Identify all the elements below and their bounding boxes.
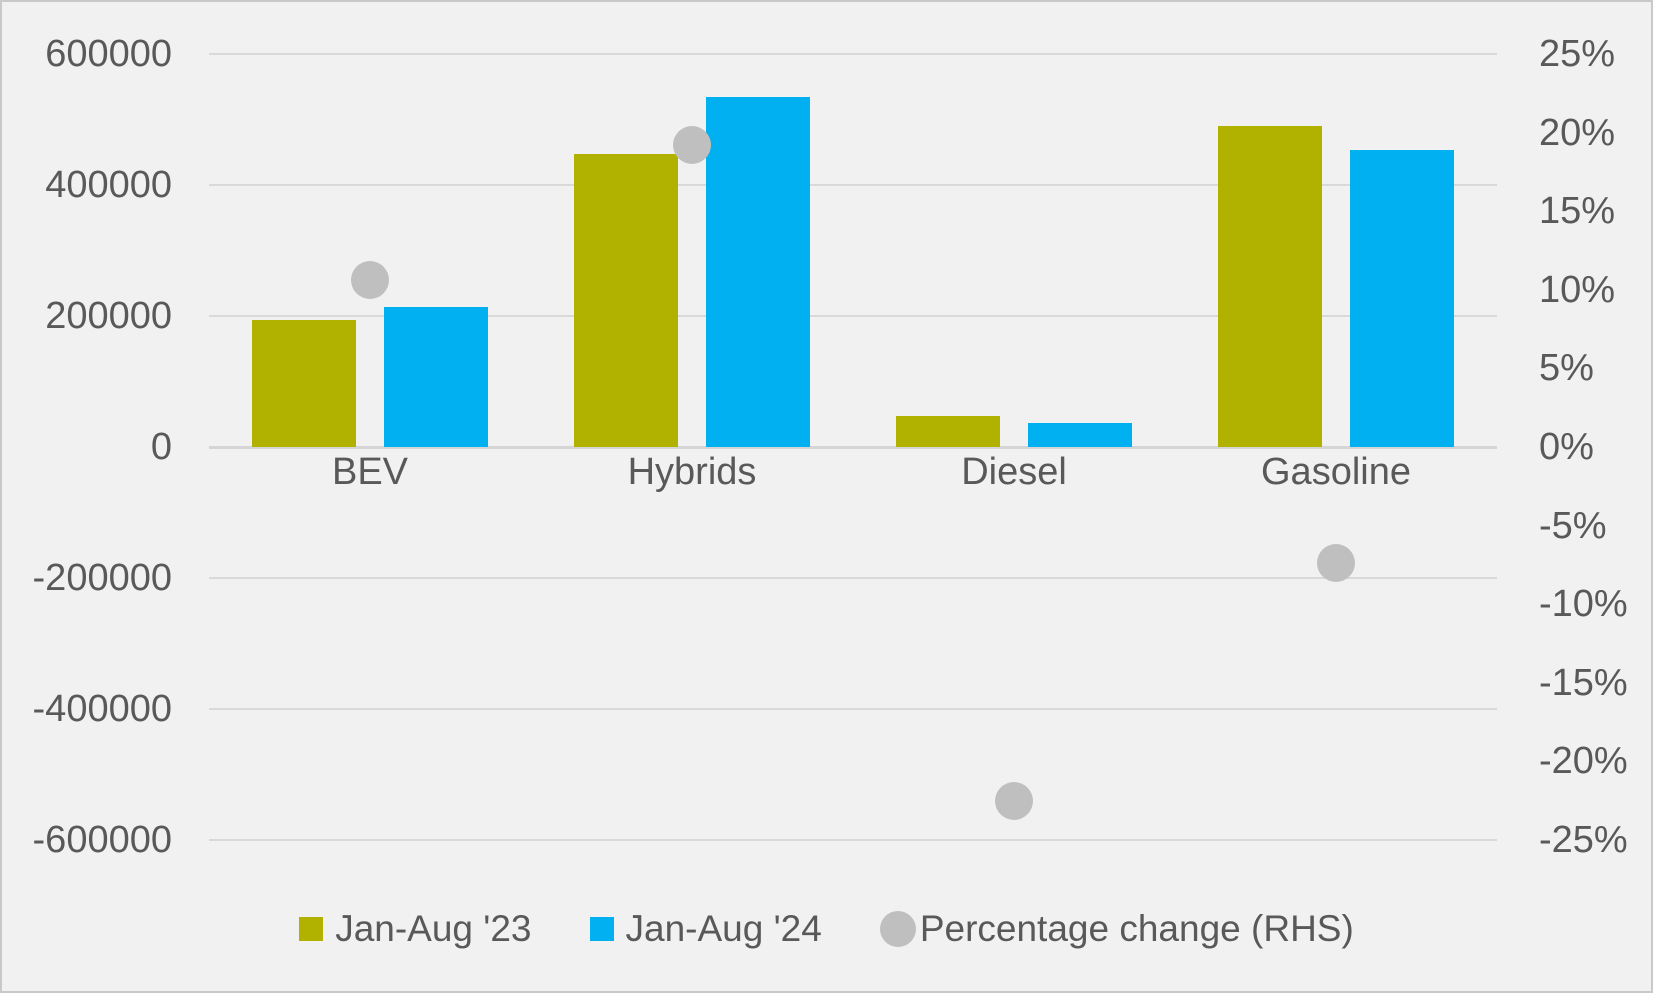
y-axis-right-tick-label: 20% [1539, 111, 1616, 154]
y-axis-left-tick-label: 600000 [45, 33, 172, 75]
legend-label: Jan-Aug '23 [335, 908, 532, 949]
scatter-point-hybrids [673, 126, 711, 165]
y-axis-left-tick-label: -200000 [32, 557, 172, 599]
y-axis-right-tick-label: 10% [1539, 268, 1616, 311]
y-axis-right-tick-label: -10% [1539, 583, 1628, 626]
y-axis-left-tick-label: 0 [150, 426, 172, 468]
bar-jan-aug-24-bev [384, 306, 488, 447]
legend-item-jan-aug-24: Jan-Aug '24 [589, 905, 822, 953]
y-axis-right-tick-label: 15% [1539, 190, 1616, 233]
legend-label: Percentage change (RHS) [919, 908, 1354, 949]
bar-jan-aug-23-diesel [896, 416, 1000, 447]
gridline [209, 839, 1497, 841]
bar-jan-aug-24-gasoline [1350, 150, 1454, 447]
x-axis-category-label-diesel: Diesel [961, 451, 1067, 493]
legend-item-jan-aug-23: Jan-Aug '23 [299, 905, 532, 953]
y-axis-right-tick-label: 25% [1539, 33, 1616, 75]
y-axis-right-tick-label: -20% [1539, 740, 1628, 783]
y-axis-right-tick-label: -5% [1539, 504, 1607, 547]
gridline [209, 446, 1497, 449]
bar-jan-aug-23-hybrids [574, 153, 678, 447]
y-axis-left-tick-label: 200000 [45, 295, 172, 337]
chart-legend: Jan-Aug '23 Jan-Aug '24 Percentage chang… [2, 905, 1651, 953]
gridline [209, 53, 1497, 55]
y-axis-right-tick-label: -15% [1539, 661, 1628, 704]
gridline [209, 184, 1497, 186]
scatter-point-bev [351, 261, 389, 300]
x-axis-category-label-bev: BEV [331, 451, 409, 493]
y-axis-left-tick-label: 400000 [45, 164, 172, 206]
gridline [209, 315, 1497, 317]
legend-swatch-circle-icon [879, 911, 916, 947]
bar-jan-aug-24-hybrids [706, 97, 810, 447]
scatter-point-gasoline [1317, 544, 1355, 583]
x-axis-category-label-gasoline: Gasoline [1261, 451, 1411, 493]
legend-label: Jan-Aug '24 [625, 908, 822, 949]
y-axis-right-tick-label: 0% [1539, 426, 1594, 468]
legend-swatch-square-icon [589, 917, 614, 941]
y-axis-right-tick-label: 5% [1539, 347, 1594, 390]
scatter-point-diesel [995, 781, 1033, 820]
y-axis-left-tick-label: -400000 [32, 688, 172, 730]
bar-jan-aug-23-bev [252, 319, 356, 447]
legend-item-percentage-change: Percentage change (RHS) [879, 905, 1354, 953]
gridline [209, 577, 1497, 579]
bar-jan-aug-24-diesel [1028, 423, 1132, 447]
y-axis-left-tick-label: -600000 [32, 819, 172, 861]
bar-jan-aug-23-gasoline [1218, 126, 1322, 447]
gridline [209, 708, 1497, 710]
legend-swatch-square-icon [299, 917, 324, 941]
y-axis-right-tick-label: -25% [1539, 819, 1628, 861]
x-axis-category-label-hybrids: Hybrids [627, 451, 757, 493]
